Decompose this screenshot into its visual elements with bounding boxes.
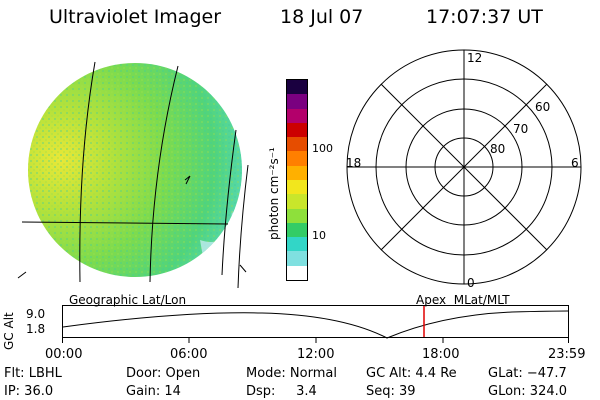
polar-plot: 12 18 6 0 60 70 80: [346, 49, 582, 290]
colorbar-segment-5: [287, 194, 307, 209]
colorbar-segment-3: [287, 222, 307, 238]
colorbar-segment-10: [287, 122, 307, 138]
timeline-plot: [62, 305, 569, 343]
time-tick-1800: 18:00: [422, 347, 460, 362]
glon-text: GLon: 324.0: [488, 384, 568, 399]
mlt-label-12: 12: [467, 51, 482, 65]
uv-earth-image: [17, 61, 249, 289]
colorbar: [286, 79, 308, 281]
timeline-ytick-bottom: 1.8: [26, 322, 46, 336]
colorbar-segment-8: [287, 151, 307, 166]
colorbar-tick-10: 10: [312, 229, 326, 242]
lat-label-80: 80: [490, 142, 505, 156]
gain-text: Gain: 14: [126, 384, 181, 399]
mlt-label-6: 6: [571, 156, 579, 170]
date-text: 18 Jul 07: [280, 6, 364, 28]
colorbar-segment-13: [287, 80, 307, 95]
colorbar-segment-7: [287, 165, 307, 181]
colorbar-segment-11: [287, 108, 307, 123]
timeline-ytick-top: 9.0: [26, 307, 46, 321]
time-tick-1200: 12:00: [297, 347, 335, 362]
lat-label-70: 70: [513, 122, 528, 136]
mlt-label-18: 18: [346, 156, 361, 170]
lat-label-60: 60: [535, 100, 550, 114]
colorbar-segment-6: [287, 180, 307, 195]
ip-text: IP: 36.0: [4, 384, 54, 399]
timeline-left-label: Geographic Lat/Lon: [69, 293, 187, 307]
colorbar-segment-2: [287, 237, 307, 252]
colorbar-segment-4: [287, 208, 307, 223]
filter-text: Flt: LBHL: [4, 366, 62, 381]
colorbar-tick-100: 100: [312, 142, 333, 155]
colorbar-segment-12: [287, 94, 307, 109]
mlt-label-0: 0: [467, 276, 475, 290]
time-text: 17:07:37 UT: [426, 6, 543, 28]
altitude-curve: [62, 310, 569, 339]
colorbar-unit-label: photon cm⁻²s⁻¹: [267, 147, 281, 240]
colorbar-segment-9: [287, 137, 307, 152]
colorbar-segment-0: [287, 265, 307, 280]
timeline-right-label: Apex MLat/MLT: [416, 293, 510, 307]
lat-lon-grid: [17, 61, 249, 289]
time-tick-0600: 06:00: [170, 347, 208, 362]
mode-text: Mode: Normal: [246, 366, 337, 381]
app-title: Ultraviolet Imager: [49, 6, 222, 28]
time-tick-2359: 23:59: [548, 347, 586, 362]
colorbar-segment-1: [287, 251, 307, 266]
time-tick-0000: 00:00: [45, 347, 83, 362]
gc-alt-text: GC Alt: 4.4 Re: [366, 366, 457, 381]
timeline-axis-label: GC Alt: [2, 312, 16, 350]
seq-text: Seq: 39: [366, 384, 416, 399]
door-text: Door: Open: [126, 366, 201, 381]
dsp-text: Dsp: 3.4: [246, 384, 317, 399]
glat-text: GLat: −47.7: [488, 366, 567, 381]
